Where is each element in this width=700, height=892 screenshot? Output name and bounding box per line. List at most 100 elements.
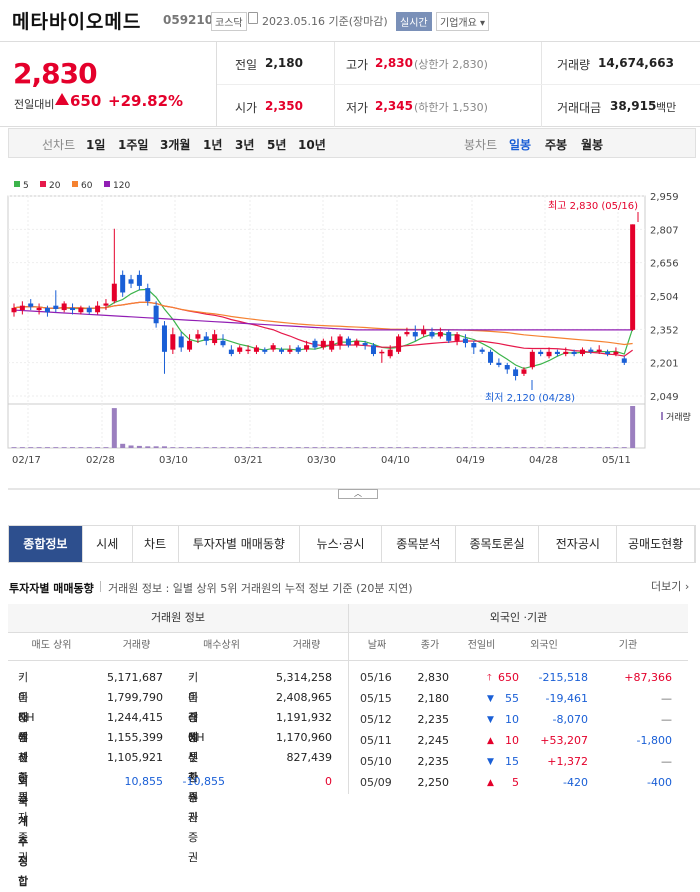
candle-body xyxy=(621,358,627,363)
trade-value: 38,915 xyxy=(610,99,657,113)
candle-body xyxy=(70,307,76,311)
candle-body xyxy=(111,283,117,302)
candle-body xyxy=(120,274,126,293)
volume-bar xyxy=(320,447,326,448)
tab-4[interactable]: 뉴스·공시 xyxy=(300,526,382,562)
x-tick-label: 05/11 xyxy=(602,455,631,466)
legend-swatch xyxy=(40,181,46,187)
x-tick-label: 04/28 xyxy=(529,455,558,466)
candle-body xyxy=(496,362,502,366)
tab-7[interactable]: 전자공시 xyxy=(539,526,618,562)
candle-body xyxy=(563,351,569,355)
period-1d[interactable]: 1일 xyxy=(86,138,106,152)
volume-bar xyxy=(170,447,176,448)
investor-foreign: -420 xyxy=(563,776,588,789)
period-3m[interactable]: 3개월 xyxy=(160,138,191,152)
tab-1[interactable]: 시세 xyxy=(83,526,133,562)
legend-label: 20 xyxy=(49,181,61,191)
tab-2[interactable]: 차트 xyxy=(133,526,179,562)
high-label: 고가 xyxy=(346,58,369,72)
period-1w[interactable]: 1주일 xyxy=(118,138,149,152)
candle-body xyxy=(446,332,452,341)
candle-body xyxy=(128,279,134,284)
volume-bar xyxy=(212,447,218,448)
broker-buy-name: 신한투자증권 xyxy=(188,751,199,864)
investor-inst: -1,800 xyxy=(636,734,672,747)
candle-weekly[interactable]: 주봉 xyxy=(545,138,568,152)
broker-sell-name: 미래에셋증권 xyxy=(18,691,29,804)
tab-3[interactable]: 투자자별 매매동향 xyxy=(179,526,301,562)
volume-bar xyxy=(496,447,502,448)
period-5y[interactable]: 5년 xyxy=(267,138,287,152)
y-tick-label: 2,049 xyxy=(650,392,679,403)
volume-bar xyxy=(379,447,385,448)
volume-bar xyxy=(203,447,209,448)
foreign-sum-label: 외국계추정합 xyxy=(18,775,29,888)
volume-bar xyxy=(245,447,251,448)
candle-body xyxy=(220,340,226,346)
foreign-sum-buy: -10,855 xyxy=(182,775,225,788)
candle-body xyxy=(421,329,427,335)
candle-daily[interactable]: 일봉 xyxy=(509,138,532,152)
period-10y[interactable]: 10년 xyxy=(298,138,326,152)
volume-bar xyxy=(504,447,510,448)
candle-body xyxy=(153,305,159,324)
candle-body xyxy=(287,349,293,352)
volume-legend: 거래량 xyxy=(666,411,691,423)
investor-close: 2,180 xyxy=(417,692,450,705)
prev-label: 전일대비 xyxy=(14,98,55,111)
investor-close: 2,245 xyxy=(417,734,450,747)
volume-bar xyxy=(613,447,619,448)
broker-header: 거래량 xyxy=(122,640,151,651)
volume-bar xyxy=(370,447,376,448)
volume-bar xyxy=(563,447,569,448)
broker-sell-volume: 5,171,687 xyxy=(107,671,163,684)
period-3y[interactable]: 3년 xyxy=(235,138,255,152)
candle-body xyxy=(36,307,42,311)
company-info-button[interactable]: 기업개요 ▾ xyxy=(436,12,489,31)
investor-date: 05/12 xyxy=(360,713,392,726)
trade-value-unit: 백만 xyxy=(656,101,677,114)
volume-bar xyxy=(538,447,544,448)
tab-0[interactable]: 종합정보 xyxy=(9,526,83,562)
date-text: 2023.05.16 기준(장마감) xyxy=(262,15,388,28)
broker-buy-name: NH투자증권 xyxy=(188,731,205,824)
investor-inst: -400 xyxy=(647,776,672,789)
volume-bar xyxy=(187,447,193,448)
legend-swatch xyxy=(14,181,20,187)
period-bar xyxy=(8,128,696,158)
volume-bar xyxy=(53,447,59,448)
expand-chart-button[interactable]: ︿ xyxy=(338,489,378,499)
stock-name: 메타바이오메드 xyxy=(12,11,142,33)
candle-body xyxy=(95,305,101,313)
investor-inst: +87,366 xyxy=(624,671,672,684)
y-tick-label: 2,352 xyxy=(650,325,679,336)
up-arrow-icon: ▲ xyxy=(487,778,494,788)
candle-body xyxy=(354,340,360,346)
tab-8[interactable]: 공매도현황 xyxy=(617,526,695,562)
divider xyxy=(8,632,688,633)
candle-body xyxy=(203,336,209,341)
main-tabs: 종합정보 시세 차트 투자자별 매매동향 뉴스·공시 종목분석 종목토론실 전자공시 공매도현황 xyxy=(8,525,696,563)
candle-body xyxy=(404,332,410,335)
candle-body xyxy=(237,347,243,352)
investor-foreign: +1,372 xyxy=(547,755,588,768)
ma-line-60 xyxy=(13,301,633,346)
candle-body xyxy=(529,351,535,368)
period-1y[interactable]: 1년 xyxy=(203,138,223,152)
volume-bar xyxy=(11,447,17,448)
tab-6[interactable]: 종목토론실 xyxy=(456,526,540,562)
candle-body xyxy=(479,349,485,352)
volume-bar xyxy=(404,447,410,448)
realtime-button[interactable]: 실시간 xyxy=(396,12,432,31)
x-tick-label: 04/10 xyxy=(381,455,410,466)
broker-buy-name: 키움증권 xyxy=(188,671,199,744)
broker-sell-name: 신한투자증권 xyxy=(18,751,29,864)
volume-bar xyxy=(421,447,427,448)
volume-bar xyxy=(36,447,42,448)
candle-body xyxy=(362,343,368,346)
legend-label: 5 xyxy=(23,181,29,191)
candle-monthly[interactable]: 월봉 xyxy=(581,138,604,152)
tab-5[interactable]: 종목분석 xyxy=(382,526,456,562)
more-link[interactable]: 더보기 › xyxy=(651,580,690,593)
